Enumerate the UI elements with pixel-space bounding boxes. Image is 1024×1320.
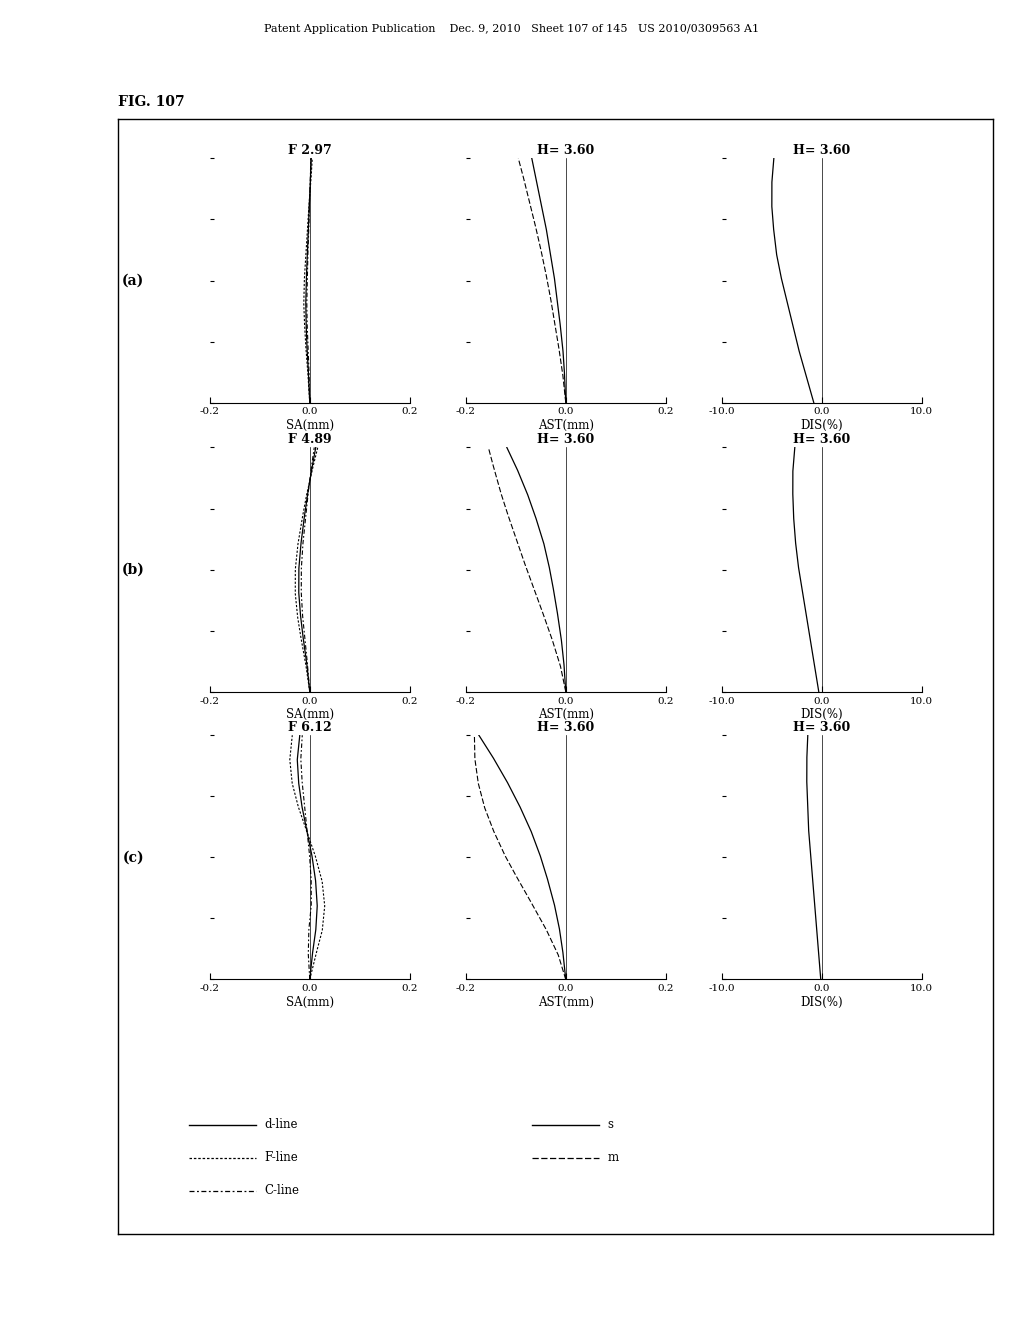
Title: H= 3.60: H= 3.60 xyxy=(794,144,850,157)
Title: F 2.97: F 2.97 xyxy=(288,144,332,157)
Title: H= 3.60: H= 3.60 xyxy=(538,433,594,446)
Text: Patent Application Publication    Dec. 9, 2010   Sheet 107 of 145   US 2010/0309: Patent Application Publication Dec. 9, 2… xyxy=(264,24,760,34)
Title: H= 3.60: H= 3.60 xyxy=(794,433,850,446)
X-axis label: SA(mm): SA(mm) xyxy=(286,709,334,721)
X-axis label: SA(mm): SA(mm) xyxy=(286,997,334,1008)
Title: F 4.89: F 4.89 xyxy=(288,433,332,446)
X-axis label: AST(mm): AST(mm) xyxy=(538,709,594,721)
Text: C-line: C-line xyxy=(264,1184,299,1197)
X-axis label: DIS(%): DIS(%) xyxy=(801,997,843,1008)
Title: F 6.12: F 6.12 xyxy=(288,721,332,734)
X-axis label: AST(mm): AST(mm) xyxy=(538,420,594,432)
Title: H= 3.60: H= 3.60 xyxy=(538,721,594,734)
Text: F-line: F-line xyxy=(264,1151,298,1164)
Text: m: m xyxy=(607,1151,618,1164)
Text: d-line: d-line xyxy=(264,1118,298,1131)
Text: (a): (a) xyxy=(122,273,144,288)
Title: H= 3.60: H= 3.60 xyxy=(538,144,594,157)
X-axis label: SA(mm): SA(mm) xyxy=(286,420,334,432)
X-axis label: DIS(%): DIS(%) xyxy=(801,709,843,721)
Text: FIG. 107: FIG. 107 xyxy=(118,95,184,110)
X-axis label: AST(mm): AST(mm) xyxy=(538,997,594,1008)
Text: s: s xyxy=(607,1118,613,1131)
Title: H= 3.60: H= 3.60 xyxy=(794,721,850,734)
Text: (c): (c) xyxy=(122,850,144,865)
X-axis label: DIS(%): DIS(%) xyxy=(801,420,843,432)
Text: (b): (b) xyxy=(122,562,144,577)
